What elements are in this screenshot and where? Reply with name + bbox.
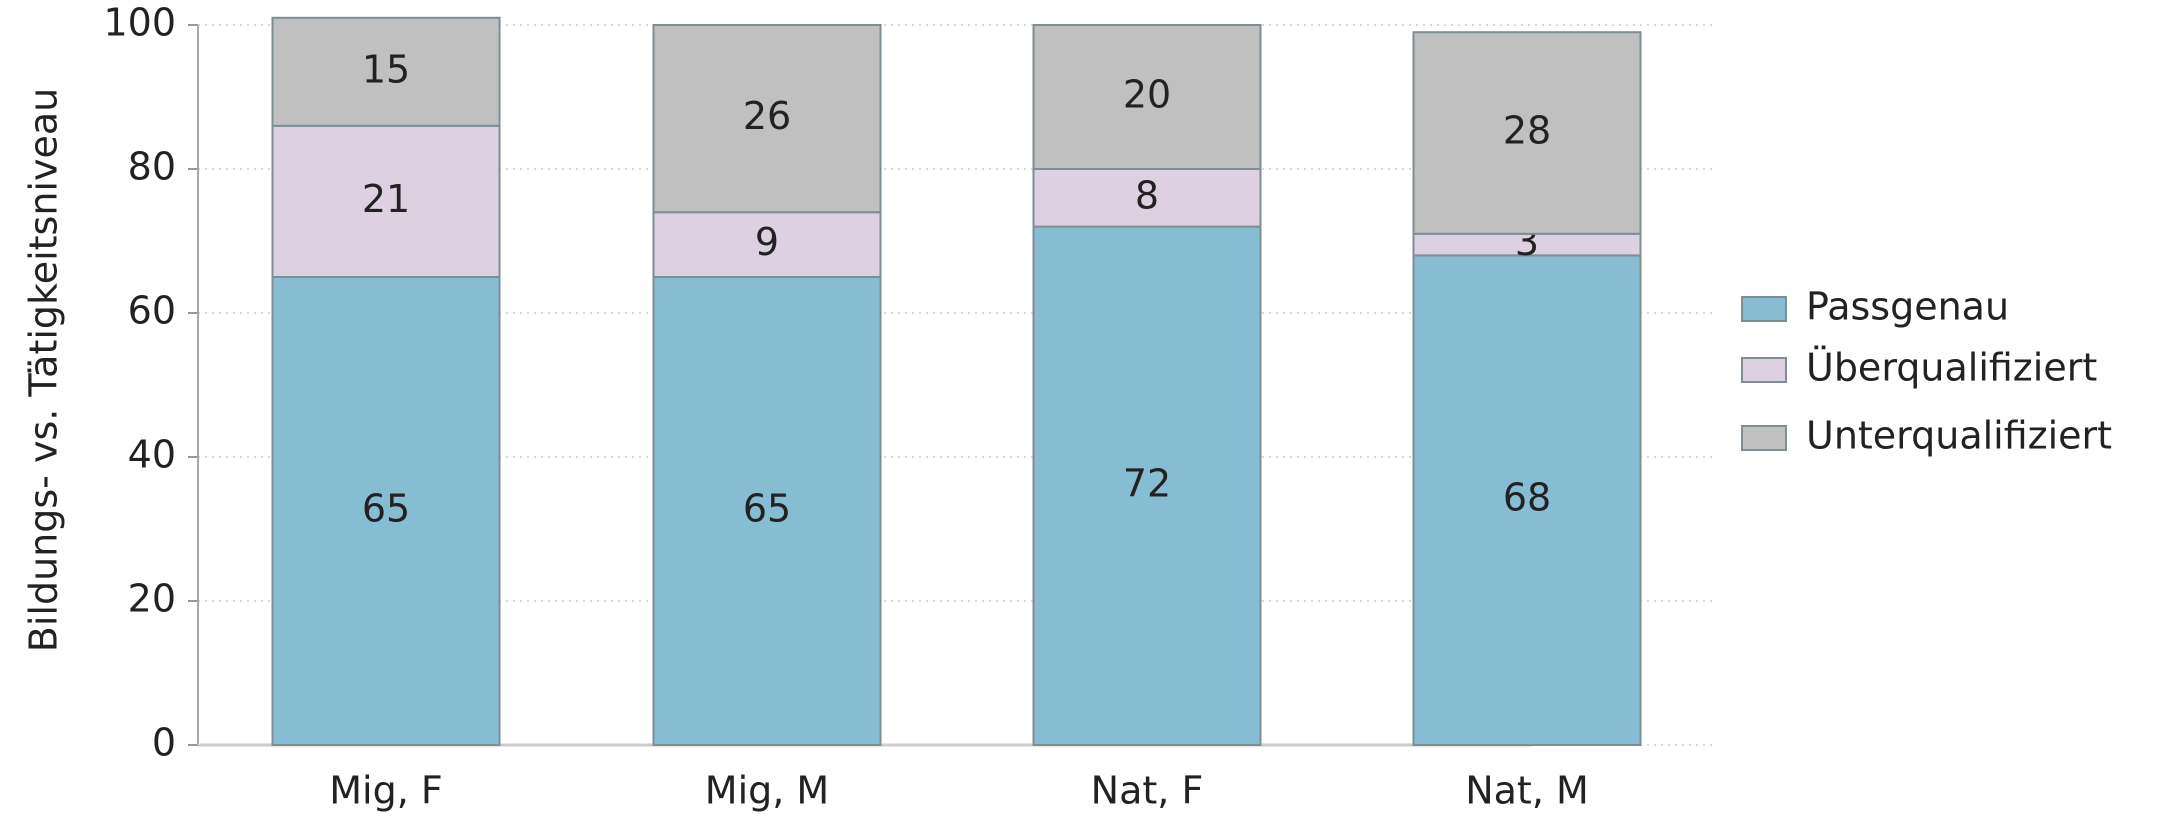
bar-segment	[271, 124, 501, 278]
bar-segment	[1032, 168, 1262, 228]
x-tick-label: Nat, F	[1091, 769, 1204, 813]
data-label: 26	[743, 94, 791, 138]
data-label: 68	[1503, 476, 1551, 520]
legend-label: Überqualifiziert	[1806, 346, 2097, 390]
bar-segment	[1412, 254, 1642, 746]
y-tick-label: 80	[128, 145, 176, 189]
bar-segment	[652, 24, 882, 214]
y-axis-label: Bildungs- vs. Tätigkeitsniveau	[22, 88, 66, 652]
legend-swatch	[1741, 425, 1787, 451]
data-label: 8	[1135, 173, 1159, 217]
legend-swatch	[1741, 357, 1787, 383]
y-tick-label: 60	[128, 289, 176, 333]
y-tick-label: 100	[103, 1, 176, 45]
bar-segment	[1412, 31, 1642, 235]
bar-segment	[271, 276, 501, 746]
x-tick-label: Mig, F	[329, 769, 442, 813]
bar-segment	[271, 16, 501, 127]
data-label: 72	[1123, 461, 1171, 505]
data-label: 15	[362, 47, 410, 91]
legend-swatch	[1741, 296, 1787, 322]
legend-label: Passgenau	[1806, 285, 2009, 329]
bar-segment	[1032, 24, 1262, 170]
x-tick-label: Nat, M	[1465, 769, 1589, 813]
data-label: 28	[1503, 109, 1551, 153]
y-tick-label: 20	[128, 577, 176, 621]
data-label: 9	[755, 220, 779, 264]
data-label: 20	[1123, 73, 1171, 117]
bar-segment	[652, 276, 882, 746]
data-label: 65	[743, 487, 791, 531]
x-tick-label: Mig, M	[705, 769, 829, 813]
bar-segment	[652, 211, 882, 278]
data-label: 65	[362, 487, 410, 531]
bar-segment	[1032, 225, 1262, 747]
data-label: 21	[362, 177, 410, 221]
y-tick-label: 0	[152, 721, 176, 765]
y-tick-label: 40	[128, 433, 176, 477]
legend-label: Unterqualifiziert	[1806, 414, 2112, 458]
